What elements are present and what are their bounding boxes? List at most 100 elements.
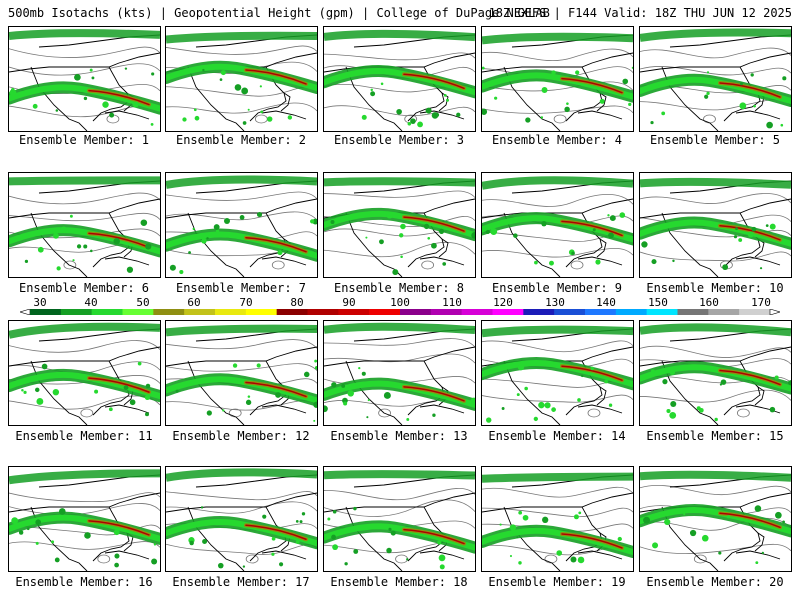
isotach-shading	[324, 322, 475, 421]
height-contours	[324, 338, 475, 418]
colorbar-swatch	[245, 309, 277, 315]
ensemble-member-label: Ensemble Member: 4	[491, 133, 623, 147]
colorbar-swatch	[430, 309, 462, 315]
isotach-shading	[166, 324, 317, 422]
colorbar-tick-label: 80	[290, 296, 304, 309]
ensemble-member-map	[481, 26, 634, 132]
colorbar-swatch	[400, 309, 432, 315]
forecast-map	[640, 177, 791, 277]
ensemble-member-label: Ensemble Member: 11	[15, 429, 153, 443]
colorbar-tick-label: 160	[699, 296, 719, 309]
isotach-shading	[324, 470, 475, 570]
product-title: 500mb Isotachs (kts) | Geopotential Heig…	[8, 6, 550, 20]
colorbar-swatch	[554, 309, 586, 315]
ensemble-member-map	[323, 26, 476, 132]
isotach-shading	[166, 175, 317, 275]
ensemble-member-map	[8, 26, 161, 132]
colorbar-swatch	[215, 309, 247, 315]
ensemble-member-map	[8, 320, 161, 426]
wind-speed-colorbar: 30 40 50 60 70 80 90 100 110 120 130 140 150 160 170	[0, 296, 800, 320]
colorbar-tick-label: 30	[33, 296, 47, 309]
ensemble-member-label: Ensemble Member: 18	[330, 575, 468, 589]
ensemble-member-label: Ensemble Member: 20	[646, 575, 784, 589]
colorbar-swatch	[585, 309, 617, 315]
ensemble-member-label: Ensemble Member: 6	[18, 281, 150, 295]
ensemble-member-map	[165, 320, 318, 426]
isotach-shading	[482, 176, 633, 266]
colorbar-tick-label: 110	[442, 296, 462, 309]
ensemble-member-map	[323, 172, 476, 278]
forecast-map	[324, 29, 475, 131]
ensemble-member-label: Ensemble Member: 5	[649, 133, 781, 147]
isotach-shading	[166, 468, 317, 569]
isotach-shading	[482, 472, 633, 565]
ensemble-member-map	[323, 320, 476, 426]
colorbar-tick-label: 100	[390, 296, 410, 309]
isotach-shading	[9, 29, 160, 126]
forecast-map	[482, 472, 633, 571]
colorbar-tick-label: 130	[545, 296, 565, 309]
colorbar-tick-label: 70	[239, 296, 253, 309]
isotach-shading	[166, 31, 317, 125]
colorbar-swatch	[708, 309, 740, 315]
coastline-borders	[166, 180, 317, 277]
colorbar-swatch	[91, 309, 123, 315]
colorbar-swatch	[615, 309, 647, 315]
colorbar-tick-label: 90	[342, 296, 356, 309]
ensemble-member-label: Ensemble Member: 15	[646, 429, 784, 443]
ensemble-member-map	[8, 466, 161, 572]
colorbar-swatch	[184, 309, 216, 315]
isotach-shading	[9, 469, 160, 568]
run-valid-time: 18Z GEFS | F144 Valid: 18Z THU JUN 12 20…	[488, 6, 792, 20]
forecast-map	[640, 323, 791, 425]
ensemble-member-label: Ensemble Member: 12	[172, 429, 310, 443]
colorbar-swatch	[307, 309, 339, 315]
forecast-map	[166, 324, 317, 425]
ensemble-member-map	[481, 320, 634, 426]
colorbar-tick-label: 50	[136, 296, 150, 309]
ensemble-member-map	[481, 172, 634, 278]
ensemble-member-map	[639, 172, 792, 278]
forecast-map	[166, 468, 317, 571]
forecast-map	[324, 322, 475, 425]
isotach-shading	[9, 176, 160, 273]
ensemble-member-map	[639, 466, 792, 572]
ensemble-member-label: Ensemble Member: 17	[172, 575, 310, 589]
ensemble-member-map	[165, 172, 318, 278]
colorbar-swatch	[153, 309, 185, 315]
height-contours	[482, 48, 633, 124]
isotach-shading	[482, 32, 633, 123]
colorbar-swatch	[646, 309, 678, 315]
colorbar-swatch	[338, 309, 370, 315]
forecast-map	[9, 176, 160, 277]
colorbar-tick-label: 120	[493, 296, 513, 309]
ensemble-member-map	[481, 466, 634, 572]
ensemble-member-label: Ensemble Member: 13	[330, 429, 468, 443]
forecast-map	[324, 470, 475, 571]
colorbar-swatch	[461, 309, 493, 315]
ensemble-member-map	[8, 172, 161, 278]
colorbar-swatch	[492, 309, 524, 315]
ensemble-member-label: Ensemble Member: 8	[333, 281, 465, 295]
forecast-map	[482, 32, 633, 131]
forecast-map	[9, 322, 160, 425]
ensemble-member-label: Ensemble Member: 3	[333, 133, 465, 147]
ensemble-member-label: Ensemble Member: 16	[15, 575, 153, 589]
colorbar-tick-label: 170	[751, 296, 771, 309]
isotach-shading	[640, 323, 791, 422]
colorbar-tick-label: 40	[84, 296, 98, 309]
ensemble-member-map	[165, 26, 318, 132]
height-contours	[9, 492, 160, 564]
forecast-map	[640, 470, 791, 571]
ensemble-member-label: Ensemble Member: 14	[488, 429, 626, 443]
ensemble-member-label: Ensemble Member: 10	[646, 281, 784, 295]
ensemble-member-map	[323, 466, 476, 572]
forecast-map	[166, 175, 317, 277]
isotach-shading	[640, 28, 791, 129]
isotach-shading	[482, 325, 633, 423]
colorbar-strip	[20, 309, 780, 315]
forecast-map	[9, 29, 160, 131]
forecast-map	[9, 469, 160, 571]
ensemble-member-label: Ensemble Member: 19	[488, 575, 626, 589]
colorbar-tick-label: 140	[596, 296, 616, 309]
